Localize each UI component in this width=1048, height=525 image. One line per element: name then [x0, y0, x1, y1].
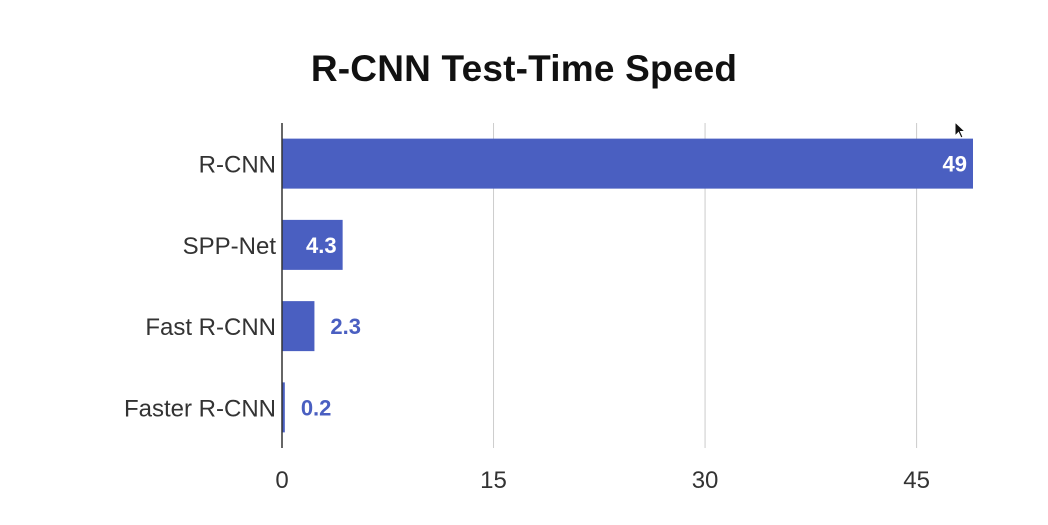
- bars: [282, 138, 973, 433]
- data-label: 0.2: [301, 395, 332, 420]
- chart-title: R-CNN Test-Time Speed: [310, 48, 738, 89]
- bar: [282, 138, 973, 189]
- data-label: 2.3: [330, 314, 361, 339]
- data-label: 4.3: [306, 233, 337, 258]
- x-tick-label: 30: [692, 467, 719, 494]
- x-tick-label: 45: [903, 467, 930, 494]
- bar: [282, 382, 285, 433]
- category-label: Fast R-CNN: [145, 314, 276, 341]
- category-label: SPP-Net: [183, 233, 277, 260]
- x-tick-label: 15: [480, 467, 507, 494]
- bar: [282, 219, 343, 270]
- labels: 0 15 30 45 R-CNN 49 SPP-Net 4.3 Fast R-CNN 2.3 Fas…: [124, 152, 967, 494]
- data-label: 49: [943, 152, 967, 177]
- x-tick-label: 0: [275, 467, 288, 494]
- bar: [282, 301, 315, 352]
- arrow-cursor-icon: [954, 121, 967, 139]
- category-label: Faster R-CNN: [124, 395, 276, 422]
- category-label: R-CNN: [199, 152, 276, 179]
